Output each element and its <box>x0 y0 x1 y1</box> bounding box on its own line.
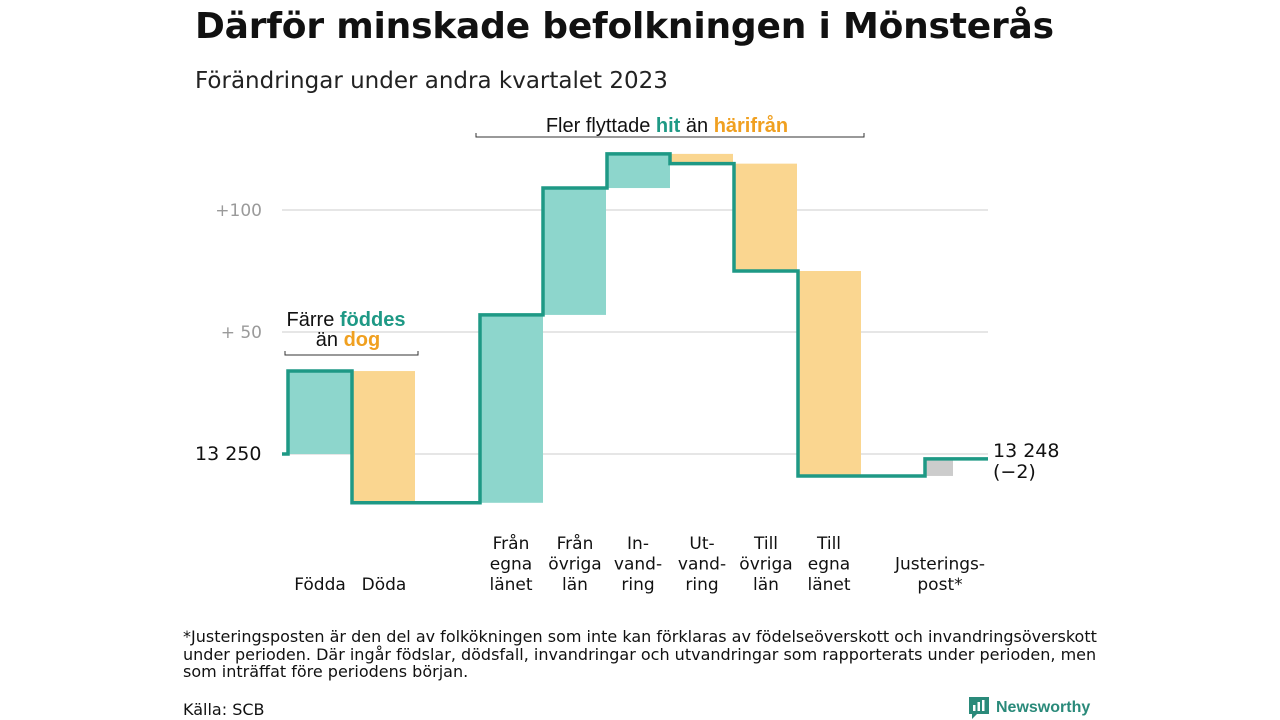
brand-logo[interactable]: Newsworthy <box>968 696 1090 720</box>
x-category-label: Till <box>753 534 778 554</box>
change-label: (−2) <box>993 461 1036 483</box>
waterfall-bar <box>734 163 797 271</box>
waterfall-bar <box>925 458 953 476</box>
x-category-label: län <box>753 575 779 595</box>
annotation-bracket <box>475 133 865 138</box>
waterfall-bar <box>288 371 351 454</box>
waterfall-bar <box>480 314 543 503</box>
x-category-label: länet <box>807 575 850 595</box>
newsworthy-logo-icon <box>969 697 989 719</box>
y-tick-label: +100 <box>215 201 262 221</box>
x-category-label: post* <box>917 575 962 595</box>
x-category-label: ring <box>621 575 654 595</box>
start-value-label: 13 250 <box>195 443 261 465</box>
waterfall-bar <box>798 271 861 476</box>
annotation-migration: Fler flyttade hit än härifrån <box>546 114 788 137</box>
waterfall-bar <box>607 153 670 189</box>
x-category-label: In- <box>627 534 649 554</box>
x-category-label: övriga <box>548 555 601 575</box>
x-category-label: län <box>562 575 588 595</box>
x-category-label: Från <box>493 533 530 554</box>
x-category-label: vand- <box>678 555 726 575</box>
cumulative-line <box>282 152 988 505</box>
x-category-label: Ut- <box>689 534 714 554</box>
x-category-label: övriga <box>739 555 792 575</box>
waterfall-bar <box>670 153 733 164</box>
y-tick-label: + 50 <box>221 323 262 343</box>
source-label: Källa: SCB <box>183 700 265 719</box>
end-value-label: 13 248 <box>993 440 1059 462</box>
x-category-label: ring <box>685 575 718 595</box>
chart-title: Därför minskade befolkningen i Mönsterås <box>195 6 1054 47</box>
x-category-label: Till <box>816 534 841 554</box>
waterfall-bar <box>352 371 415 503</box>
x-category-label: Justerings- <box>894 555 985 575</box>
x-category-label: egna <box>808 555 850 575</box>
x-category-label: Födda <box>294 575 346 595</box>
x-category-label: Döda <box>362 575 407 595</box>
chart-subtitle: Förändringar under andra kvartalet 2023 <box>195 68 668 94</box>
footnote: *Justeringsposten är den del av folkökni… <box>183 627 1097 681</box>
x-category-label: Från <box>557 533 594 554</box>
waterfall-bar <box>543 188 606 315</box>
brand-name: Newsworthy <box>996 699 1091 716</box>
x-category-label: länet <box>489 575 532 595</box>
annotation-deaths: än dog <box>316 329 380 351</box>
annotation-bracket <box>284 351 419 356</box>
x-category-label: vand- <box>614 555 662 575</box>
x-category-label: egna <box>490 555 532 575</box>
annotation-births: Färre föddes <box>287 309 406 331</box>
